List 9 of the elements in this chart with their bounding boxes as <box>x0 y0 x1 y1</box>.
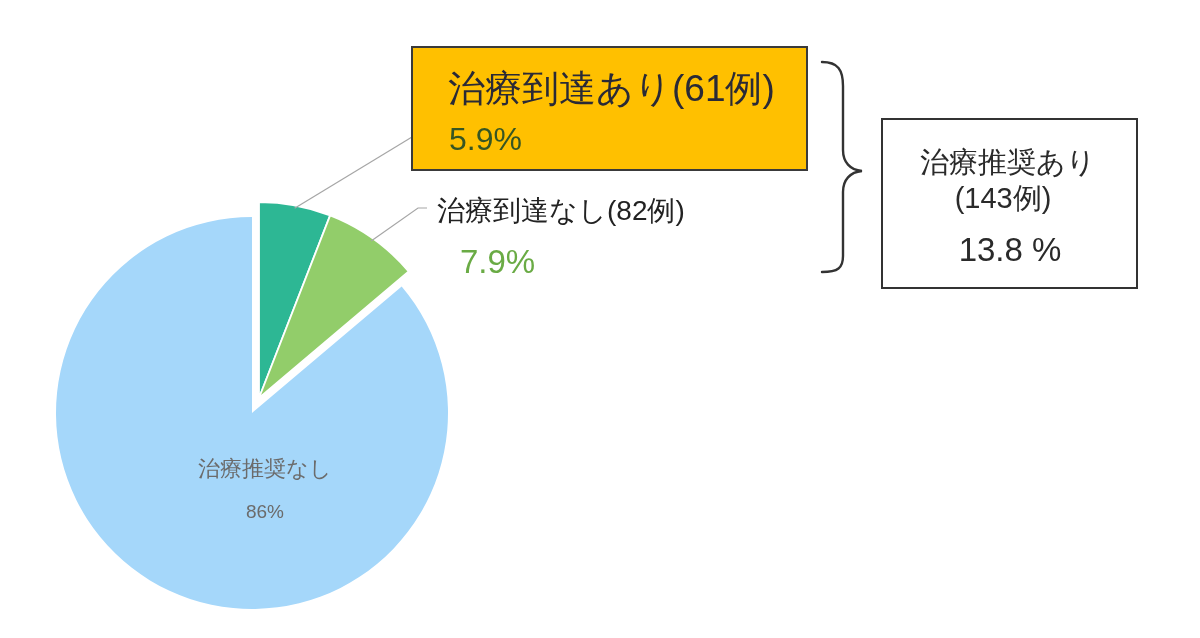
value-label: 7.9% <box>460 243 536 280</box>
category-label: 治療推奨なし <box>198 456 332 481</box>
annotation: 治療推奨あり <box>920 146 1096 178</box>
value-label: 5.9% <box>449 121 522 157</box>
category-label: 治療到達あり(61例) <box>448 68 775 109</box>
value-label: 86% <box>246 501 284 522</box>
annotation: (143例) <box>954 182 1052 214</box>
annotation: 13.8 % <box>958 231 1062 268</box>
category-label: 治療到達なし(82例) <box>437 195 685 226</box>
